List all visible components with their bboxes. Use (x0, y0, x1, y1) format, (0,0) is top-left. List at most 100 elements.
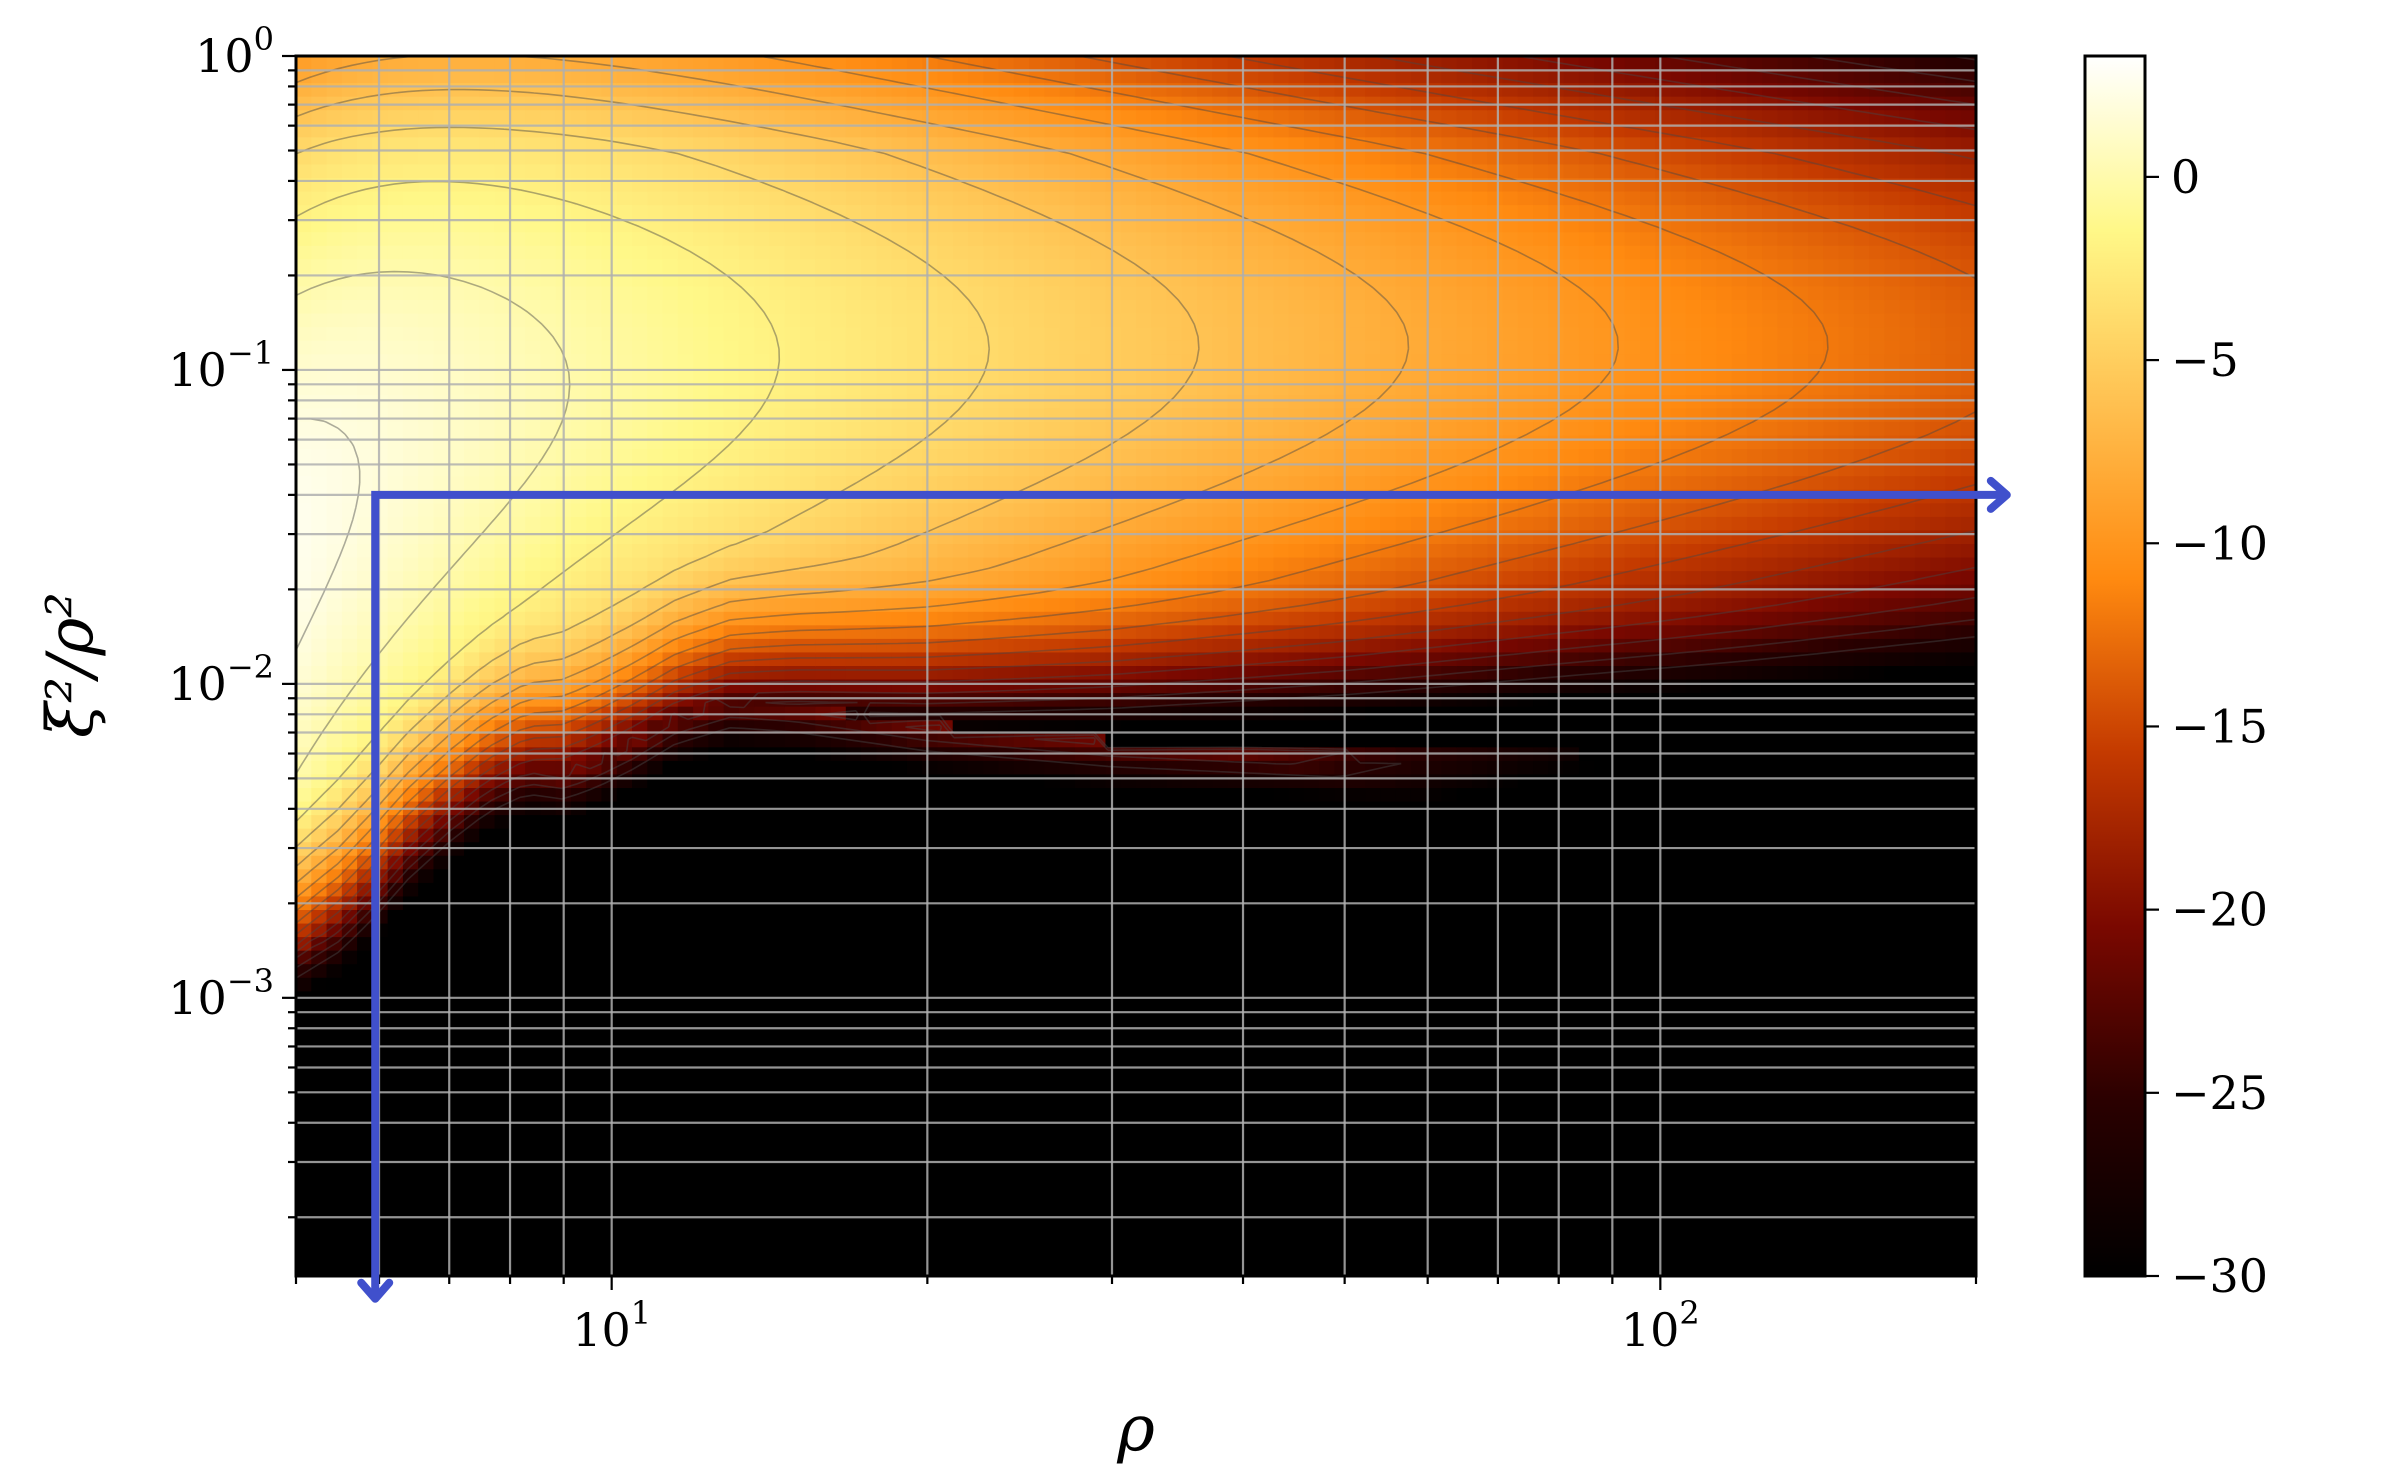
heatmap-cell (800, 652, 817, 667)
heatmap-cell (830, 855, 847, 871)
heatmap-cell (1044, 394, 1061, 410)
heatmap-cell (1059, 625, 1076, 640)
heatmap-cell (448, 828, 465, 844)
heatmap-cell (861, 584, 878, 600)
heatmap-cell (983, 788, 1000, 803)
heatmap-cell (968, 652, 985, 667)
heatmap-cell (769, 327, 786, 342)
heatmap-cell (387, 313, 404, 328)
heatmap-cell (540, 1262, 557, 1276)
heatmap-cell (357, 557, 374, 572)
heatmap-cell (326, 489, 343, 505)
heatmap-cell (906, 367, 923, 383)
heatmap-cell (586, 1059, 603, 1074)
heatmap-cell (616, 232, 633, 247)
heatmap-cell (800, 503, 817, 518)
heatmap-cell (296, 1018, 313, 1033)
heatmap-cell (738, 516, 755, 532)
heatmap-cell (387, 150, 404, 166)
heatmap-cell (341, 232, 358, 247)
heatmap-cell (479, 611, 496, 627)
heatmap-cell (402, 422, 419, 437)
heatmap-cell (494, 1248, 511, 1264)
heatmap-cell (494, 1126, 511, 1142)
heatmap-cell (1074, 110, 1091, 125)
heatmap-cell (738, 340, 755, 356)
heatmap-cell (830, 69, 847, 84)
heatmap-cell (1105, 340, 1122, 356)
heatmap-cell (494, 1113, 511, 1128)
heatmap-cell (601, 1126, 618, 1142)
heatmap-cell (387, 1018, 404, 1033)
heatmap-cell (677, 83, 694, 98)
heatmap-cell (876, 733, 893, 749)
heatmap-cell (861, 449, 878, 464)
heatmap-cell (433, 1235, 450, 1250)
heatmap-cell (372, 354, 389, 369)
heatmap-cell (570, 611, 587, 627)
heatmap-cell (372, 476, 389, 491)
heatmap-cell (296, 516, 313, 532)
heatmap-cell (1029, 855, 1046, 871)
heatmap-cell (693, 1072, 710, 1088)
heatmap-cell (952, 354, 969, 369)
heatmap-cell (479, 449, 496, 464)
heatmap-cell (968, 354, 985, 369)
heatmap-cell (952, 300, 969, 315)
heatmap-cell (1090, 544, 1107, 559)
heatmap-cell (677, 1113, 694, 1128)
heatmap-cell (616, 313, 633, 328)
heatmap-cell (754, 720, 771, 735)
heatmap-cell (922, 1221, 939, 1237)
heatmap-cell (632, 516, 649, 532)
heatmap-cell (1105, 1181, 1122, 1196)
heatmap-cell (525, 435, 542, 450)
heatmap-cell (815, 530, 832, 545)
heatmap-cell (1074, 1099, 1091, 1115)
heatmap-cell (632, 218, 649, 234)
heatmap-cell (601, 611, 618, 627)
heatmap-cell (937, 191, 954, 206)
heatmap-cell (601, 327, 618, 342)
heatmap-cell (479, 259, 496, 274)
heatmap-cell (1029, 584, 1046, 600)
heatmap-cell (464, 788, 481, 803)
heatmap-cell (479, 828, 496, 844)
heatmap-cell (464, 327, 481, 342)
heatmap-cell (448, 598, 465, 613)
heatmap-cell (708, 69, 725, 84)
heatmap-cell (1029, 910, 1046, 925)
heatmap-cell (800, 300, 817, 315)
heatmap-cell (341, 720, 358, 735)
heatmap-cell (616, 1248, 633, 1264)
heatmap-cell (1029, 571, 1046, 586)
heatmap-cell (662, 232, 679, 247)
heatmap-cell (693, 367, 710, 383)
heatmap-cell (311, 720, 328, 735)
heatmap-cell (906, 693, 923, 708)
heatmap-cell (677, 422, 694, 437)
heatmap-cell (464, 300, 481, 315)
heatmap-cell (861, 544, 878, 559)
heatmap-cell (479, 1140, 496, 1155)
heatmap-cell (738, 137, 755, 152)
heatmap-cell (387, 110, 404, 125)
heatmap-cell (891, 1018, 908, 1033)
heatmap-cell (677, 286, 694, 301)
heatmap-cell (723, 788, 740, 803)
heatmap-cell (1013, 760, 1030, 776)
heatmap-cell (1090, 1248, 1107, 1264)
heatmap-cell (448, 571, 465, 586)
heatmap-cell (1029, 150, 1046, 166)
heatmap-cell (357, 937, 374, 952)
heatmap-cell (677, 476, 694, 491)
heatmap-cell (525, 259, 542, 274)
heatmap-cell (937, 584, 954, 600)
heatmap-cell (357, 652, 374, 667)
heatmap-cell (1013, 1032, 1030, 1047)
heatmap-cell (723, 652, 740, 667)
heatmap-cell (509, 788, 526, 803)
heatmap-cell (616, 300, 633, 315)
heatmap-cell (754, 937, 771, 952)
heatmap-cell (738, 1018, 755, 1033)
